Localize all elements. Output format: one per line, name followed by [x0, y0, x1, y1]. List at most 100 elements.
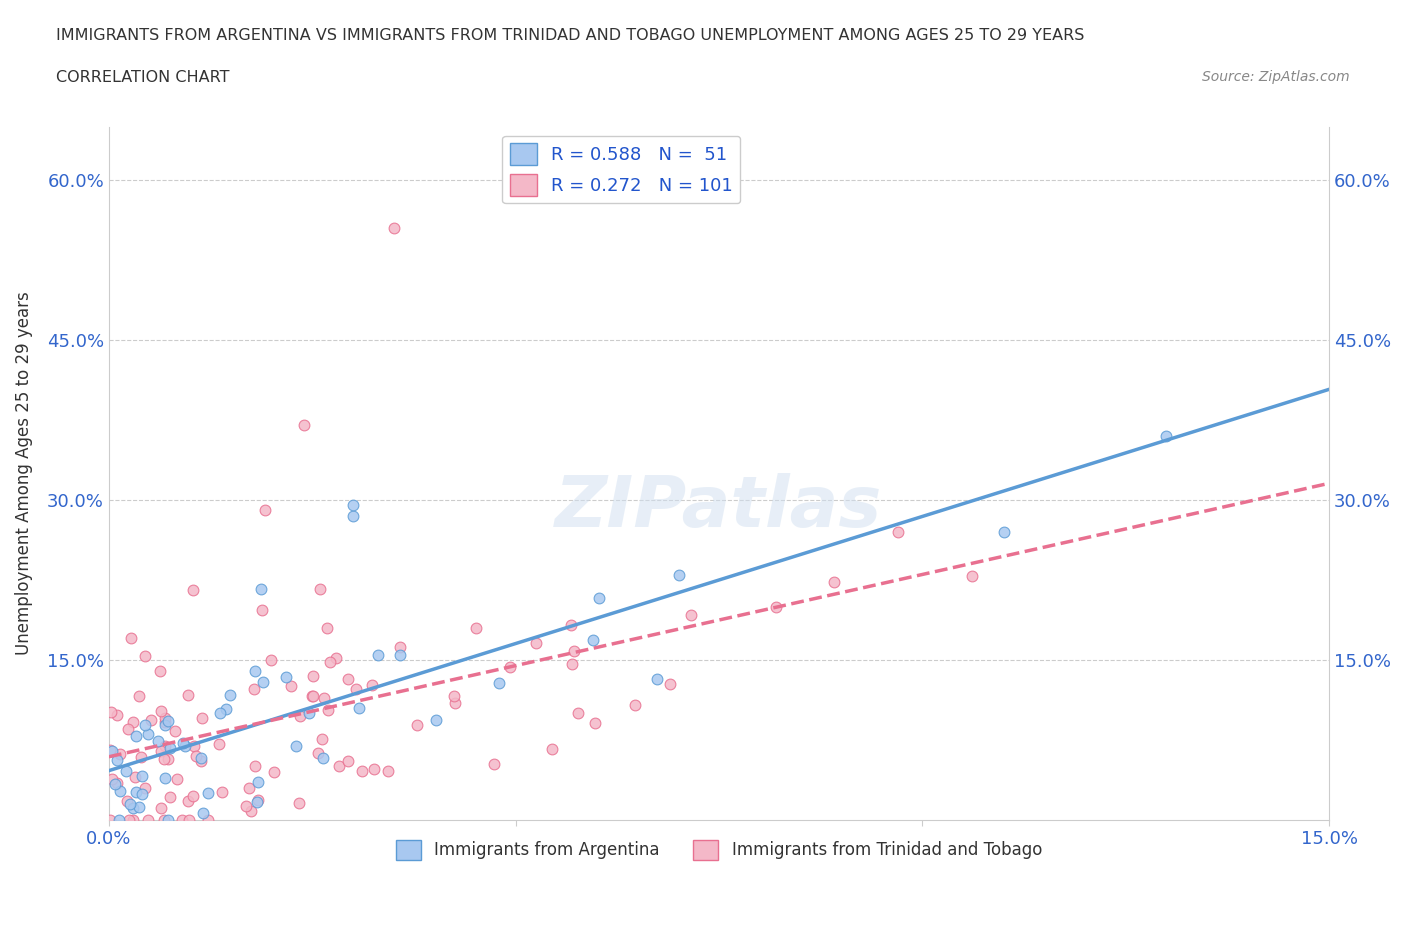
Point: [302, 688, 325, 703]
Text: ZIPatlas: ZIPatlas: [555, 473, 883, 542]
Point: [181, 789, 204, 804]
Point: [219, 687, 242, 702]
Point: [125, 728, 148, 743]
Point: [247, 775, 270, 790]
Point: [186, 749, 208, 764]
Point: [645, 671, 668, 686]
Point: [337, 753, 360, 768]
Point: [209, 706, 232, 721]
Point: [298, 706, 321, 721]
Point: [583, 715, 606, 730]
Text: Source: ZipAtlas.com: Source: ZipAtlas.com: [1202, 70, 1350, 84]
Point: [98, 812, 121, 827]
Point: [215, 701, 238, 716]
Point: [134, 780, 156, 795]
Point: [193, 806, 215, 821]
Point: [136, 726, 159, 741]
Point: [623, 698, 645, 712]
Point: [172, 736, 194, 751]
Point: [524, 635, 547, 650]
Point: [191, 711, 214, 725]
Point: [315, 620, 337, 635]
Point: [560, 618, 582, 632]
Point: [443, 688, 465, 703]
Point: [1156, 429, 1178, 444]
Point: [363, 762, 385, 777]
Point: [190, 751, 212, 765]
Point: [361, 677, 384, 692]
Point: [312, 691, 335, 706]
Point: [287, 795, 309, 810]
Point: [117, 722, 139, 737]
Point: [149, 663, 172, 678]
Point: [239, 804, 262, 818]
Point: [150, 744, 173, 759]
Point: [153, 718, 176, 733]
Point: [464, 620, 486, 635]
Point: [134, 648, 156, 663]
Point: [260, 653, 283, 668]
Point: [246, 792, 269, 807]
Point: [389, 640, 412, 655]
Point: [993, 525, 1015, 539]
Point: [153, 771, 176, 786]
Point: [482, 756, 505, 771]
Point: [107, 812, 129, 827]
Point: [425, 712, 447, 727]
Point: [153, 711, 176, 725]
Point: [263, 764, 285, 779]
Point: [101, 744, 124, 759]
Point: [823, 575, 845, 590]
Point: [108, 747, 131, 762]
Point: [659, 676, 682, 691]
Text: IMMIGRANTS FROM ARGENTINA VS IMMIGRANTS FROM TRINIDAD AND TOBAGO UNEMPLOYMENT AM: IMMIGRANTS FROM ARGENTINA VS IMMIGRANTS …: [56, 28, 1084, 43]
Point: [328, 759, 350, 774]
Point: [208, 737, 231, 751]
Point: [319, 655, 342, 670]
Point: [488, 675, 510, 690]
Point: [100, 705, 122, 720]
Point: [567, 705, 589, 720]
Point: [238, 781, 260, 796]
Point: [352, 764, 374, 778]
Point: [444, 696, 467, 711]
Point: [250, 582, 273, 597]
Point: [156, 714, 179, 729]
Point: [122, 812, 145, 827]
Legend: Immigrants from Argentina, Immigrants from Trinidad and Tobago: Immigrants from Argentina, Immigrants fr…: [389, 833, 1049, 867]
Point: [336, 671, 359, 686]
Point: [174, 738, 197, 753]
Point: [139, 712, 162, 727]
Point: [344, 682, 367, 697]
Point: [243, 664, 266, 679]
Point: [128, 689, 150, 704]
Point: [128, 800, 150, 815]
Point: [105, 776, 128, 790]
Point: [377, 764, 399, 779]
Point: [887, 525, 910, 539]
Point: [342, 509, 364, 524]
Point: [560, 657, 582, 671]
Point: [347, 700, 370, 715]
Point: [325, 651, 347, 666]
Point: [165, 724, 187, 738]
Point: [274, 669, 297, 684]
Point: [183, 738, 205, 753]
Point: [114, 764, 136, 778]
Point: [98, 742, 121, 757]
Point: [190, 754, 212, 769]
Point: [159, 741, 181, 756]
Text: CORRELATION CHART: CORRELATION CHART: [56, 70, 229, 85]
Point: [129, 750, 152, 764]
Point: [246, 794, 269, 809]
Point: [499, 660, 522, 675]
Point: [131, 787, 153, 802]
Point: [582, 632, 605, 647]
Point: [668, 567, 690, 582]
Point: [181, 583, 204, 598]
Point: [588, 591, 610, 605]
Point: [243, 759, 266, 774]
Point: [156, 751, 179, 766]
Point: [765, 600, 787, 615]
Point: [388, 647, 411, 662]
